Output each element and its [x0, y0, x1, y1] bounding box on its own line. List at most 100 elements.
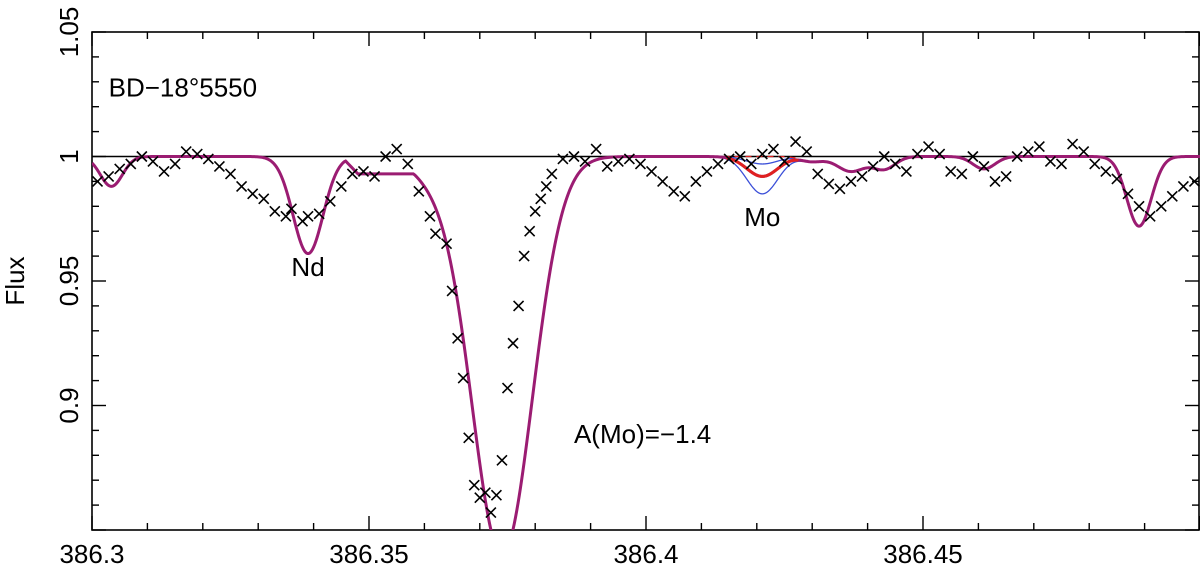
observed-point [645, 165, 658, 178]
observed-point [496, 454, 508, 466]
observed-point [623, 153, 635, 165]
observed-point [1166, 190, 1178, 202]
observed-point [978, 160, 990, 173]
observed-point [440, 238, 453, 250]
ticks [91, 31, 1200, 531]
observed-point [557, 153, 569, 165]
observed-point [867, 160, 879, 173]
observed-point [247, 188, 259, 200]
observed-point [368, 170, 381, 182]
observed-point [668, 185, 680, 197]
observed-point [125, 158, 137, 170]
series-best-fit [92, 155, 1200, 530]
observed-point [856, 170, 868, 182]
observed-point [490, 489, 502, 501]
observed-point [485, 507, 497, 519]
y-tick-label: 1 [54, 149, 84, 163]
observed-point [1144, 210, 1156, 222]
observed-point [679, 190, 691, 202]
observed-point [1155, 200, 1167, 212]
observed-point [612, 155, 624, 168]
observed-point [1089, 158, 1101, 170]
observed-point [285, 203, 298, 215]
observed-point [778, 155, 791, 168]
observed-point [501, 382, 514, 394]
observed-point [657, 175, 669, 187]
observed-point [540, 180, 552, 192]
observed-point [812, 168, 824, 180]
observed-point [213, 160, 225, 173]
observed-point [136, 150, 148, 163]
observed-point [1000, 170, 1012, 182]
observed-point [457, 372, 469, 384]
observed-points [91, 135, 1200, 519]
observed-point [313, 208, 325, 220]
observed-point [202, 153, 214, 165]
observed-point [911, 148, 924, 160]
observed-point [529, 205, 541, 217]
observed-point [452, 332, 464, 344]
observed-point [878, 150, 890, 163]
observed-point [413, 185, 425, 197]
plot-frame [91, 31, 1200, 531]
observed-point [468, 479, 480, 491]
annotation-abundance: A(Mo)=−1.4 [574, 419, 711, 449]
observed-point [889, 158, 901, 170]
observed-point [945, 165, 957, 178]
observed-point [767, 143, 779, 155]
observed-point [269, 205, 281, 217]
series-mo-high [712, 156, 813, 195]
observed-point [158, 165, 170, 178]
annotations: BD−18°5550 A(Mo)=−1.4 Nd Mo [109, 73, 781, 449]
observed-point [1133, 200, 1145, 212]
x-tick-label: 386.45 [883, 539, 963, 568]
observed-point [513, 300, 525, 312]
observed-point [1122, 188, 1134, 200]
observed-point [191, 148, 203, 160]
observed-point [723, 153, 735, 165]
observed-point [1100, 165, 1112, 178]
observed-point [845, 175, 857, 187]
observed-point [103, 170, 115, 182]
observed-point [934, 148, 946, 160]
observed-point [634, 158, 647, 170]
observed-point [834, 183, 846, 195]
observed-point [346, 168, 358, 180]
y-tick-label: 0.9 [54, 387, 84, 423]
observed-point [790, 135, 802, 148]
observed-point [701, 165, 713, 178]
observed-point [518, 250, 530, 262]
observed-point [690, 175, 702, 187]
observed-point [180, 145, 192, 158]
observed-point [568, 150, 580, 163]
observed-point [357, 165, 370, 178]
annotation-star: BD−18°5550 [109, 73, 257, 103]
observed-point [258, 193, 270, 205]
observed-point [446, 285, 458, 297]
observed-point [956, 168, 968, 180]
observed-point [224, 168, 237, 180]
observed-point [989, 175, 1001, 187]
observed-point [535, 193, 547, 205]
observed-point [823, 178, 835, 190]
observed-point [335, 180, 347, 192]
observed-point [900, 165, 912, 178]
observed-point [1078, 145, 1090, 158]
observed-point [391, 143, 403, 155]
x-tick-label: 386.3 [59, 539, 124, 568]
x-tick-label: 386.4 [613, 539, 678, 568]
observed-point [546, 168, 558, 180]
model-lines [92, 155, 1200, 530]
observed-point [479, 487, 491, 499]
observed-point [424, 210, 436, 222]
observed-point [801, 145, 813, 158]
observed-point [712, 158, 724, 170]
observed-point [114, 163, 126, 175]
observed-point [745, 158, 757, 170]
observed-point [507, 337, 519, 349]
observed-point [463, 432, 475, 444]
observed-point [380, 150, 392, 163]
observed-point [967, 150, 979, 163]
observed-point [1033, 140, 1045, 153]
observed-point [579, 155, 591, 168]
